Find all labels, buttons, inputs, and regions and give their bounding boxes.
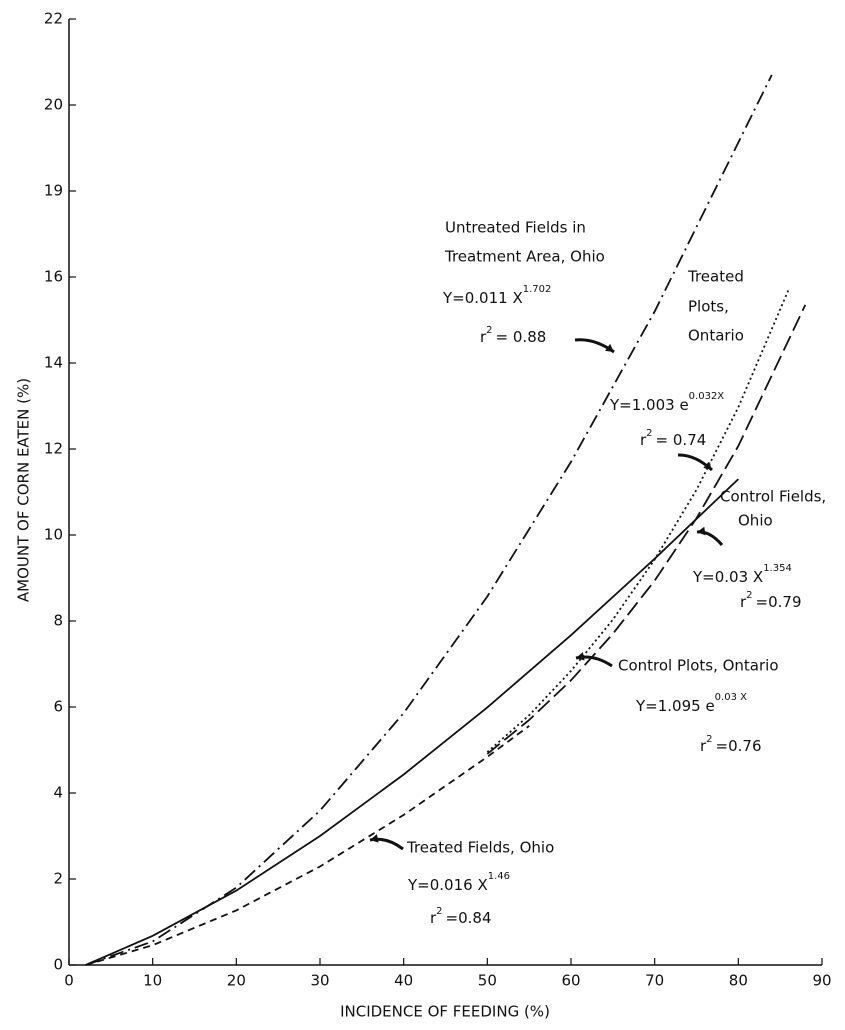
equation: Y=0.011 X1.702 [442, 284, 551, 307]
x-tick-label: 90 [812, 972, 831, 990]
r-symbol: r [640, 431, 647, 449]
annotation-label: Plots, [688, 298, 729, 316]
r-exponent: 2 [646, 428, 652, 439]
series-line [85, 478, 739, 966]
y-tick-label: 14 [44, 354, 63, 372]
annotation-label: Control Fields, [720, 488, 826, 506]
x-tick-label: 30 [310, 972, 329, 990]
r-symbol: r [700, 737, 707, 755]
x-tick-label: 50 [478, 972, 497, 990]
x-tick-label: 80 [729, 972, 748, 990]
y-tick-label: 8 [53, 612, 63, 630]
y-tick-label: 16 [44, 268, 63, 286]
r-squared: r2 = 0.88 [480, 325, 546, 346]
x-tick-label: 10 [143, 972, 162, 990]
r-symbol: r [740, 593, 747, 611]
equation-exponent: 1.46 [488, 871, 510, 882]
r-exponent: 2 [486, 325, 492, 336]
arrow-head [697, 526, 706, 536]
arrow-head [605, 343, 614, 352]
equation-base: Y=0.03 X [692, 568, 763, 586]
equation-exponent: 1.354 [763, 563, 792, 574]
equation-exponent: 1.702 [523, 284, 552, 295]
equation-base: Y=0.011 X [442, 289, 523, 307]
equation: Y=1.003 e0.032X [609, 391, 724, 414]
r-value: =0.76 [716, 737, 762, 755]
x-tick-label: 0 [64, 972, 74, 990]
equation: Y=1.095 e0.03 X [635, 692, 747, 715]
x-tick-label: 20 [227, 972, 246, 990]
r-squared: r2 =0.79 [740, 590, 802, 611]
r-value: = 0.88 [496, 328, 547, 346]
equation-exponent: 0.032X [689, 391, 725, 402]
r-value: = 0.74 [656, 431, 707, 449]
r-exponent: 2 [706, 734, 712, 745]
r-symbol: r [480, 328, 487, 346]
equation: Y=0.016 X1.46 [407, 871, 510, 894]
arrow [696, 530, 724, 546]
y-tick-label: 19 [44, 182, 63, 200]
r-value: =0.84 [446, 909, 492, 927]
y-tick-label: 12 [44, 440, 63, 458]
series-line [486, 304, 807, 755]
y-tick-label: 0 [53, 956, 63, 974]
x-tick-label: 70 [645, 972, 664, 990]
r-value: =0.79 [756, 593, 802, 611]
x-tick-label: 60 [561, 972, 580, 990]
series-line [486, 289, 790, 753]
equation-base: Y=0.016 X [407, 876, 488, 894]
r-squared: r2 =0.84 [430, 906, 492, 927]
annotation-label: Treated Fields, Ohio [406, 839, 554, 857]
equation-exponent: 0.03 X [715, 692, 747, 703]
arrow-head [370, 834, 379, 843]
r-exponent: 2 [436, 906, 442, 917]
annotation-label: Treated [687, 268, 744, 286]
r-squared: r2 =0.76 [700, 734, 762, 755]
arrow-head [703, 461, 712, 470]
y-tick-label: 6 [53, 698, 63, 716]
y-tick-label: 20 [44, 96, 63, 114]
r-squared: r2 = 0.74 [640, 428, 706, 449]
annotation-label: Control Plots, Ontario [618, 657, 779, 675]
annotation-label: Treatment Area, Ohio [444, 248, 605, 266]
y-axis-label: AMOUNT OF CORN EATEN (%) [15, 378, 33, 602]
y-tick-label: 4 [53, 784, 63, 802]
arrow-head [576, 652, 585, 661]
equation: Y=0.03 X1.354 [692, 563, 792, 586]
series-line [85, 74, 773, 966]
x-axis-label: INCIDENCE OF FEEDING (%) [340, 1003, 550, 1021]
x-tick-label: 40 [394, 972, 413, 990]
y-tick-label: 2 [53, 870, 63, 888]
equation-base: Y=1.095 e [635, 697, 715, 715]
annotation-label: Ontario [688, 327, 744, 345]
r-symbol: r [430, 909, 437, 927]
annotation-label: Untreated Fields in [445, 219, 586, 237]
series-line [85, 725, 530, 966]
y-tick-label: 22 [44, 10, 63, 28]
r-exponent: 2 [746, 590, 752, 601]
y-tick-label: 10 [44, 526, 63, 544]
annotation-label: Ohio [738, 512, 773, 530]
equation-base: Y=1.003 e [609, 396, 689, 414]
